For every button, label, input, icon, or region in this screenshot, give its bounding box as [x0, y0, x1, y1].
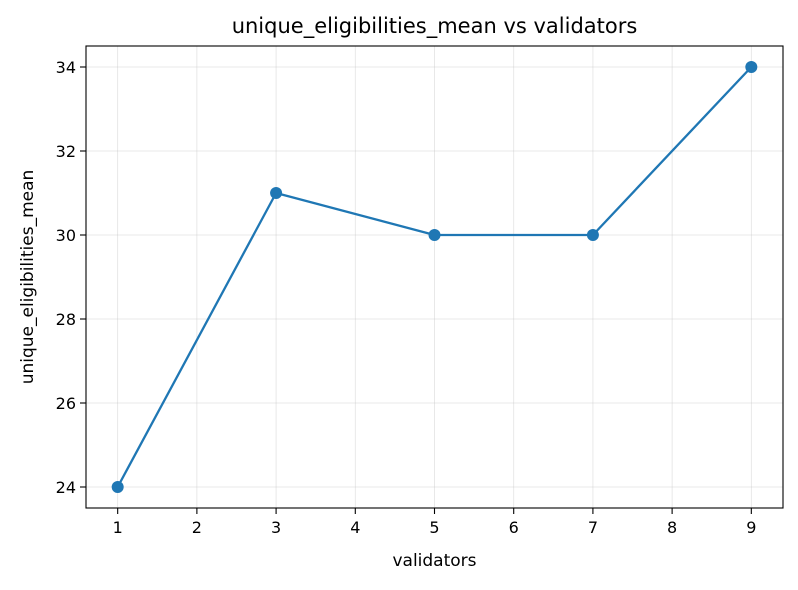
- x-tick-label: 9: [746, 518, 756, 537]
- grid: [86, 46, 783, 508]
- y-tick-label: 24: [56, 478, 76, 497]
- y-tick-label: 32: [56, 142, 76, 161]
- y-tick-label: 30: [56, 226, 76, 245]
- x-axis-ticks: 1 2 3 4 5 6 7 8 9: [113, 508, 756, 537]
- x-tick-label: 1: [113, 518, 123, 537]
- x-axis-label: validators: [392, 551, 476, 571]
- data-point: [586, 229, 599, 241]
- x-tick-label: 4: [350, 518, 360, 537]
- y-axis-ticks: 24 26 28 30 32 34: [56, 58, 86, 497]
- series-layer: [111, 61, 758, 493]
- x-tick-label: 3: [271, 518, 281, 537]
- data-point: [270, 187, 283, 199]
- x-tick-label: 5: [429, 518, 439, 537]
- x-tick-label: 8: [667, 518, 677, 537]
- y-axis-label: unique_eligibilities_mean: [18, 170, 38, 385]
- x-tick-label: 2: [192, 518, 202, 537]
- x-tick-label: 7: [588, 518, 598, 537]
- y-tick-label: 28: [56, 310, 76, 329]
- data-point: [111, 481, 124, 493]
- chart-title: unique_eligibilities_mean vs validators: [232, 14, 638, 39]
- y-tick-label: 26: [56, 394, 76, 413]
- x-tick-label: 6: [509, 518, 519, 537]
- data-point: [745, 61, 758, 73]
- data-point: [428, 229, 441, 241]
- y-tick-label: 34: [56, 58, 76, 77]
